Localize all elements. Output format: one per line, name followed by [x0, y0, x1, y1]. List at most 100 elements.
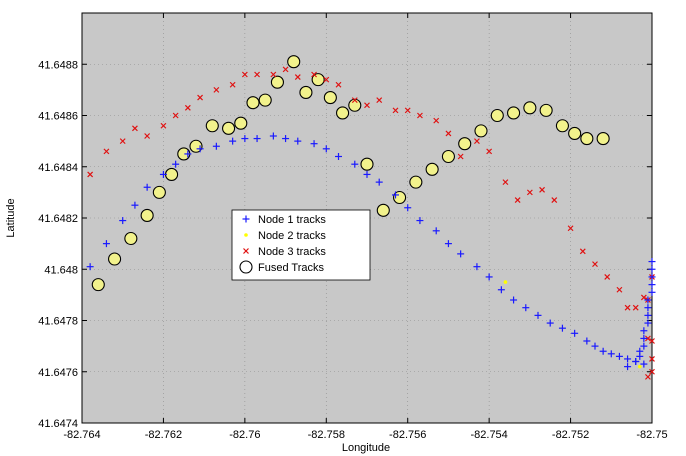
series-3-mark-circle [596, 132, 610, 146]
series-2-mark-x [294, 74, 301, 80]
series-3-mark-circle [336, 106, 350, 120]
series-3 [91, 55, 610, 292]
axis-ticks: -82.764 -82.762 -82.76 -82.758 -82.756 -82.75… [38, 13, 668, 441]
series-2-mark-x [457, 153, 464, 160]
series-0-mark-plus [640, 360, 648, 368]
series-0-mark-plus [184, 150, 192, 158]
series-0-mark-plus [131, 201, 139, 209]
series-2-mark-x [197, 94, 203, 101]
series-0-mark-plus [599, 347, 607, 355]
series-2-mark-x [616, 286, 623, 293]
legend-label: Node 2 tracks [258, 230, 326, 242]
series-2-mark-x [567, 225, 574, 232]
legend-entry: Node 1 tracks [242, 214, 326, 226]
series-2-mark-x [526, 189, 533, 196]
series-2-mark-x [103, 148, 110, 155]
series-0-mark-plus [624, 363, 632, 371]
series-0-mark-plus [497, 286, 505, 294]
series-0-mark-plus [648, 273, 656, 281]
series-0-mark-plus [416, 217, 424, 225]
series-0-mark-plus [644, 304, 652, 312]
series-0-mark-plus [640, 327, 648, 335]
series-2-mark-x [87, 171, 94, 178]
series-3-mark-circle [246, 96, 260, 110]
legend-entry: Fused Tracks [239, 260, 325, 274]
series-1-mark-point [637, 364, 642, 369]
series-0-mark-plus [444, 240, 452, 248]
series-2-mark-x [579, 248, 586, 255]
series-0-mark-plus [648, 281, 656, 289]
series-2-mark-x [632, 304, 639, 311]
series-3-mark-circle [360, 157, 374, 171]
series-0-mark-plus [172, 160, 180, 168]
y-tick-label: 41.6476 [38, 367, 78, 379]
series-0-mark-plus [648, 265, 656, 273]
series-2-mark-x [311, 71, 317, 78]
series-3-mark-circle [152, 185, 166, 199]
series-0-mark-plus [432, 227, 440, 235]
y-tick-label: 41.6486 [38, 111, 78, 123]
series-0-mark-plus [269, 132, 277, 140]
data-marks [86, 55, 656, 380]
series-2-mark-x [213, 86, 220, 93]
legend-marker-point [244, 233, 248, 237]
series-0-mark-plus [86, 263, 94, 271]
x-tick-label: -82.764 [63, 429, 100, 441]
series-0-mark-plus [143, 183, 151, 191]
series-0-mark-plus [241, 135, 249, 143]
series-2-mark-x [392, 107, 399, 114]
series-3-mark-circle [409, 175, 423, 189]
legend-label: Node 3 tracks [258, 246, 326, 258]
series-0-mark-plus [591, 342, 599, 350]
series-0-mark-plus [229, 137, 237, 145]
series-0-mark-plus [640, 334, 648, 342]
y-tick-label: 41.6482 [38, 213, 78, 225]
series-3-mark-circle [376, 203, 390, 217]
legend-marker-x [243, 248, 249, 254]
series-0 [86, 132, 656, 371]
series-2-mark-x [474, 138, 480, 145]
x-tick-label: -82.752 [552, 429, 589, 441]
series-2-mark-x [351, 97, 358, 104]
series-3-mark-circle [287, 55, 301, 69]
series-0-mark-plus [640, 342, 648, 350]
series-2-mark-x [335, 81, 342, 88]
series-0-mark-plus [457, 250, 465, 258]
series-2-mark-x [645, 373, 651, 380]
y-tick-label: 41.6488 [38, 59, 78, 71]
x-tick-label: -82.754 [470, 429, 507, 441]
series-3-mark-circle [425, 162, 439, 176]
series-0-mark-plus [571, 329, 579, 337]
series-2-mark-x [404, 107, 411, 114]
series-2-mark-x [624, 304, 631, 311]
series-0-mark-plus [644, 319, 652, 327]
series-3-mark-circle [234, 116, 248, 130]
x-tick-label: -82.75 [636, 429, 667, 441]
series-1 [503, 280, 642, 369]
x-tick-label: -82.756 [389, 429, 426, 441]
series-3-mark-circle [270, 75, 284, 89]
y-tick-label: 41.6484 [38, 162, 78, 174]
series-3-mark-circle [348, 98, 362, 112]
series-0-mark-plus [392, 191, 399, 199]
series-2-mark-x [417, 112, 423, 119]
series-3-mark-circle [441, 149, 455, 164]
series-2-mark-x [649, 338, 655, 344]
series-3-mark-circle [258, 93, 272, 107]
series-0-mark-plus [644, 311, 652, 319]
series-2-mark-x [514, 197, 521, 203]
series-0-mark-plus [648, 288, 656, 296]
series-3-mark-circle [91, 278, 105, 292]
series-0-mark-plus [310, 140, 318, 148]
series-2-mark-x [241, 71, 248, 78]
series-0-mark-plus [534, 311, 542, 319]
series-2-mark-x [649, 368, 655, 375]
series-0-mark-plus [294, 137, 302, 145]
series-3-mark-circle [323, 91, 337, 105]
series-3-mark-circle [523, 101, 537, 115]
series-0-mark-plus [196, 145, 204, 153]
legend: Node 1 tracks Node 2 tracks Node 3 tracks F… [231, 209, 371, 281]
series-0-mark-plus [510, 296, 518, 304]
series-0-mark-plus [282, 135, 290, 143]
series-0-mark-plus [558, 324, 566, 332]
